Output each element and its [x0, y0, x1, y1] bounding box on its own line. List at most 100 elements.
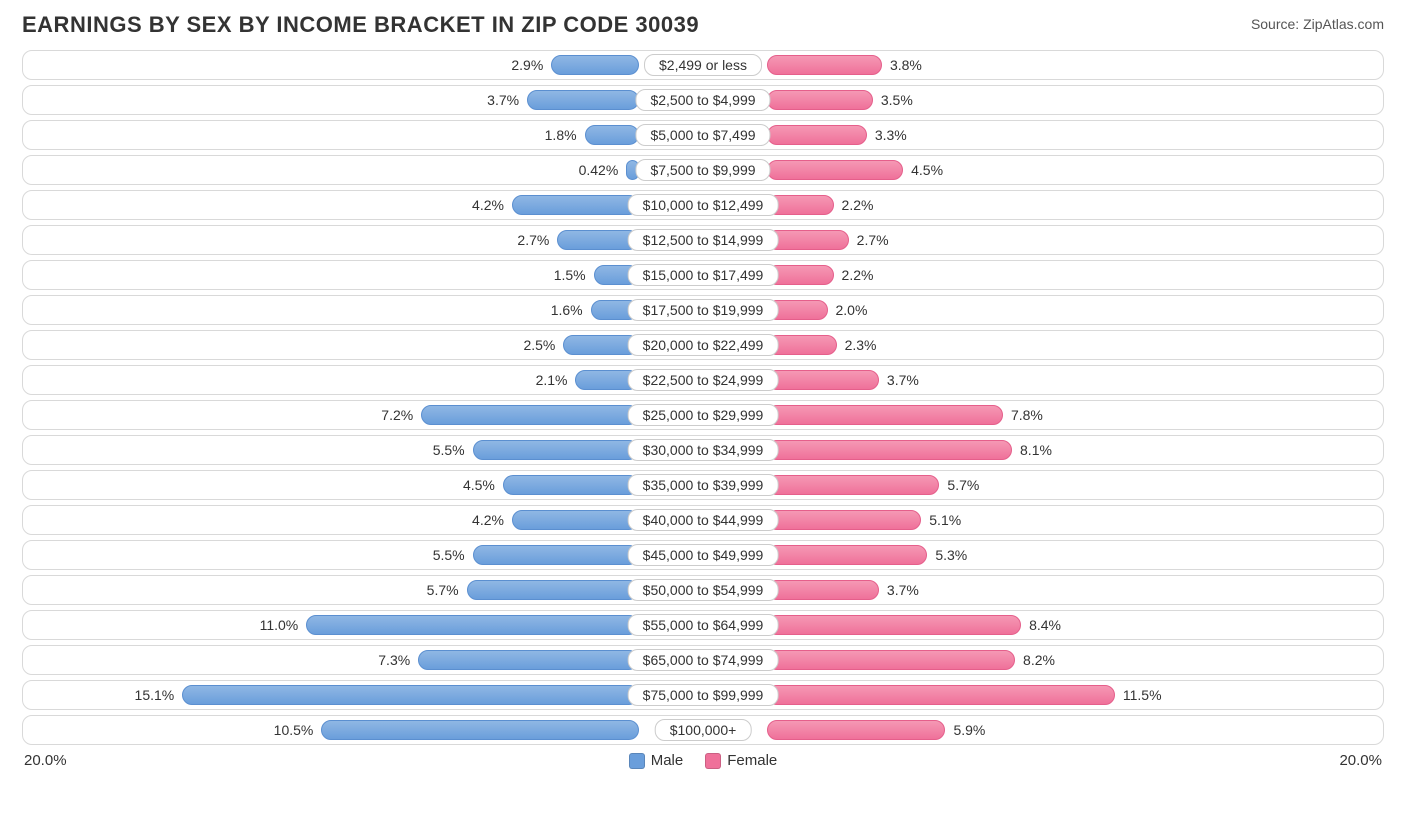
chart-footer: 20.0% Male Female 20.0% — [0, 750, 1406, 769]
female-value-label: 2.3% — [845, 337, 877, 353]
header: EARNINGS BY SEX BY INCOME BRACKET IN ZIP… — [0, 0, 1406, 46]
female-value-label: 3.7% — [887, 582, 919, 598]
chart-row: 5.5%5.3%$45,000 to $49,999 — [22, 540, 1384, 570]
female-swatch-icon — [705, 753, 721, 769]
chart-row: 5.5% 8.1% $30,000 to $34,999 — [22, 435, 1384, 465]
chart-row: 11.0%8.4%$55,000 to $64,999 — [22, 610, 1384, 640]
bracket-label: $5,000 to $7,499 — [635, 124, 770, 146]
female-value-label: 5.3% — [935, 547, 967, 563]
male-value-label: 1.5% — [554, 267, 586, 283]
female-bar — [767, 615, 1021, 635]
male-bar — [182, 685, 639, 705]
chart-row: 4.2%2.2%$10,000 to $12,499 — [22, 190, 1384, 220]
female-bar — [767, 685, 1115, 705]
male-value-label: 1.6% — [551, 302, 583, 318]
chart-row: 0.42%4.5%$7,500 to $9,999 — [22, 155, 1384, 185]
bracket-label: $40,000 to $44,999 — [628, 509, 779, 531]
male-bar — [503, 475, 639, 495]
bracket-label: $75,000 to $99,999 — [628, 684, 779, 706]
male-value-label: 15.1% — [135, 687, 175, 703]
male-value-label: 7.3% — [378, 652, 410, 668]
female-value-label: 7.8% — [1011, 407, 1043, 423]
female-bar — [767, 720, 945, 740]
female-value-label: 2.0% — [836, 302, 868, 318]
female-bar — [767, 440, 1012, 460]
female-value-label: 11.5% — [1123, 687, 1162, 703]
axis-max-right: 20.0% — [1339, 752, 1382, 769]
male-bar — [473, 440, 639, 460]
female-value-label: 3.8% — [890, 57, 922, 73]
chart-row: 4.5%5.7%$35,000 to $39,999 — [22, 470, 1384, 500]
male-value-label: 11.0% — [260, 617, 299, 633]
chart-row: 15.1% 11.5% $75,000 to $99,999 — [22, 680, 1384, 710]
female-value-label: 5.9% — [953, 722, 985, 738]
male-bar — [473, 545, 639, 565]
female-bar — [767, 160, 903, 180]
bracket-label: $2,499 or less — [644, 54, 762, 76]
bracket-label: $55,000 to $64,999 — [628, 614, 779, 636]
chart-row: 2.9%3.8%$2,499 or less — [22, 50, 1384, 80]
female-value-label: 8.1% — [1020, 442, 1052, 458]
legend-item-male: Male — [629, 752, 684, 769]
female-bar — [767, 545, 927, 565]
chart-row: 5.7% 3.7% $50,000 to $54,999 — [22, 575, 1384, 605]
chart-title: EARNINGS BY SEX BY INCOME BRACKET IN ZIP… — [22, 12, 699, 38]
female-bar — [767, 55, 882, 75]
male-value-label: 2.5% — [523, 337, 555, 353]
chart-row: 1.6% 2.0% $17,500 to $19,999 — [22, 295, 1384, 325]
bracket-label: $100,000+ — [655, 719, 752, 741]
male-value-label: 3.7% — [487, 92, 519, 108]
bracket-label: $65,000 to $74,999 — [628, 649, 779, 671]
source-attribution: Source: ZipAtlas.com — [1251, 12, 1384, 32]
male-value-label: 4.2% — [472, 512, 504, 528]
male-value-label: 5.7% — [427, 582, 459, 598]
bracket-label: $12,500 to $14,999 — [628, 229, 779, 251]
male-value-label: 0.42% — [579, 162, 619, 178]
female-bar — [767, 650, 1015, 670]
female-value-label: 5.1% — [929, 512, 961, 528]
bracket-label: $2,500 to $4,999 — [635, 89, 770, 111]
chart-row: 2.1% 3.7% $22,500 to $24,999 — [22, 365, 1384, 395]
female-bar — [767, 125, 867, 145]
female-value-label: 5.7% — [947, 477, 979, 493]
male-bar — [585, 125, 639, 145]
female-value-label: 2.2% — [842, 197, 874, 213]
bracket-label: $10,000 to $12,499 — [628, 194, 779, 216]
female-bar — [767, 405, 1003, 425]
bracket-label: $17,500 to $19,999 — [628, 299, 779, 321]
female-bar — [767, 230, 849, 250]
male-bar — [306, 615, 639, 635]
male-bar — [418, 650, 639, 670]
male-value-label: 5.5% — [433, 442, 465, 458]
female-value-label: 2.7% — [857, 232, 889, 248]
bracket-label: $20,000 to $22,499 — [628, 334, 779, 356]
diverging-bar-chart: 2.9%3.8%$2,499 or less3.7%3.5%$2,500 to … — [0, 46, 1406, 745]
bracket-label: $22,500 to $24,999 — [628, 369, 779, 391]
female-bar — [767, 370, 879, 390]
female-bar — [767, 580, 879, 600]
male-value-label: 10.5% — [274, 722, 314, 738]
male-value-label: 4.5% — [463, 477, 495, 493]
legend: Male Female — [629, 752, 778, 769]
bracket-label: $45,000 to $49,999 — [628, 544, 779, 566]
legend-female-label: Female — [727, 752, 777, 769]
female-value-label: 3.5% — [881, 92, 913, 108]
male-value-label: 2.1% — [536, 372, 568, 388]
male-bar — [421, 405, 639, 425]
legend-item-female: Female — [705, 752, 777, 769]
male-bar — [551, 55, 639, 75]
male-bar — [527, 90, 639, 110]
bracket-label: $30,000 to $34,999 — [628, 439, 779, 461]
male-value-label: 2.7% — [517, 232, 549, 248]
female-bar — [767, 90, 873, 110]
female-value-label: 3.3% — [875, 127, 907, 143]
male-bar — [321, 720, 639, 740]
female-value-label: 3.7% — [887, 372, 919, 388]
male-value-label: 7.2% — [381, 407, 413, 423]
bracket-label: $25,000 to $29,999 — [628, 404, 779, 426]
male-bar — [512, 195, 639, 215]
female-value-label: 8.2% — [1023, 652, 1055, 668]
chart-row: 7.2% 7.8% $25,000 to $29,999 — [22, 400, 1384, 430]
bracket-label: $50,000 to $54,999 — [628, 579, 779, 601]
female-bar — [767, 510, 921, 530]
